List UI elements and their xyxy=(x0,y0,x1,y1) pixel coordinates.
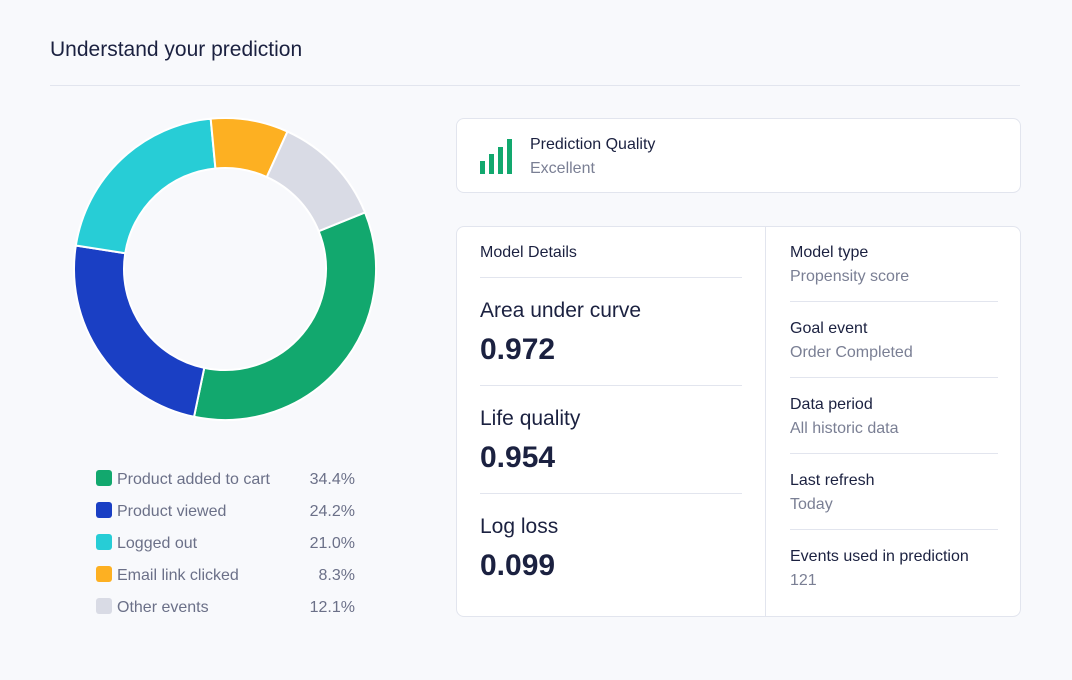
model-details-card: Model Details Area under curve 0.972 Life … xyxy=(456,226,1021,617)
metric-value: 0.954 xyxy=(480,441,556,474)
metric-value: 0.972 xyxy=(480,333,556,366)
info-value: 121 xyxy=(790,572,817,589)
divider xyxy=(480,277,742,278)
details-title: Model Details xyxy=(480,244,577,261)
divider xyxy=(790,529,998,530)
quality-icon xyxy=(480,139,512,174)
donut-slice xyxy=(192,211,377,421)
info-label: Goal event xyxy=(790,320,868,337)
info-value: Order Completed xyxy=(790,344,913,361)
info-label: Data period xyxy=(790,396,873,413)
divider xyxy=(50,85,1020,86)
divider xyxy=(480,493,742,494)
info-value: All historic data xyxy=(790,420,899,437)
metric-value: 0.099 xyxy=(480,549,556,582)
legend-label: Product added to cart xyxy=(117,471,271,488)
legend-swatch xyxy=(96,534,112,550)
divider xyxy=(790,301,998,302)
legend-value: 8.3% xyxy=(319,567,355,584)
legend-label: Product viewed xyxy=(117,503,226,520)
column-divider xyxy=(765,227,766,616)
legend-swatch xyxy=(96,470,112,486)
legend-label: Other events xyxy=(117,599,209,616)
page-title: Understand your prediction xyxy=(50,38,303,61)
legend-swatch xyxy=(96,502,112,518)
divider xyxy=(790,377,998,378)
legend-label: Logged out xyxy=(117,535,198,552)
legend-swatch xyxy=(96,566,112,582)
legend-swatch xyxy=(96,598,112,614)
legend-value: 12.1% xyxy=(310,599,355,616)
quality-value: Excellent xyxy=(530,160,595,177)
prediction-quality-card: Prediction Quality Excellent xyxy=(456,118,1021,193)
legend-label: Email link clicked xyxy=(117,567,239,584)
donut-slice xyxy=(74,117,217,255)
legend-value: 21.0% xyxy=(310,535,355,552)
info-label: Last refresh xyxy=(790,472,875,489)
donut-slice xyxy=(265,130,367,233)
donut-chart: Product added to cart 34.4% Product viewed… xyxy=(73,117,377,616)
quality-title: Prediction Quality xyxy=(530,136,656,153)
info-label: Events used in prediction xyxy=(790,548,969,565)
metric-label: Area under curve xyxy=(480,299,642,322)
divider xyxy=(790,453,998,454)
legend-value: 24.2% xyxy=(310,503,355,520)
legend-value: 34.4% xyxy=(310,471,355,488)
info-value: Propensity score xyxy=(790,268,910,285)
metric-label: Log loss xyxy=(480,515,559,538)
divider xyxy=(480,385,742,386)
info-label: Model type xyxy=(790,244,869,261)
donut-slice xyxy=(73,244,206,418)
metric-label: Life quality xyxy=(480,407,581,430)
info-value: Today xyxy=(790,496,833,513)
